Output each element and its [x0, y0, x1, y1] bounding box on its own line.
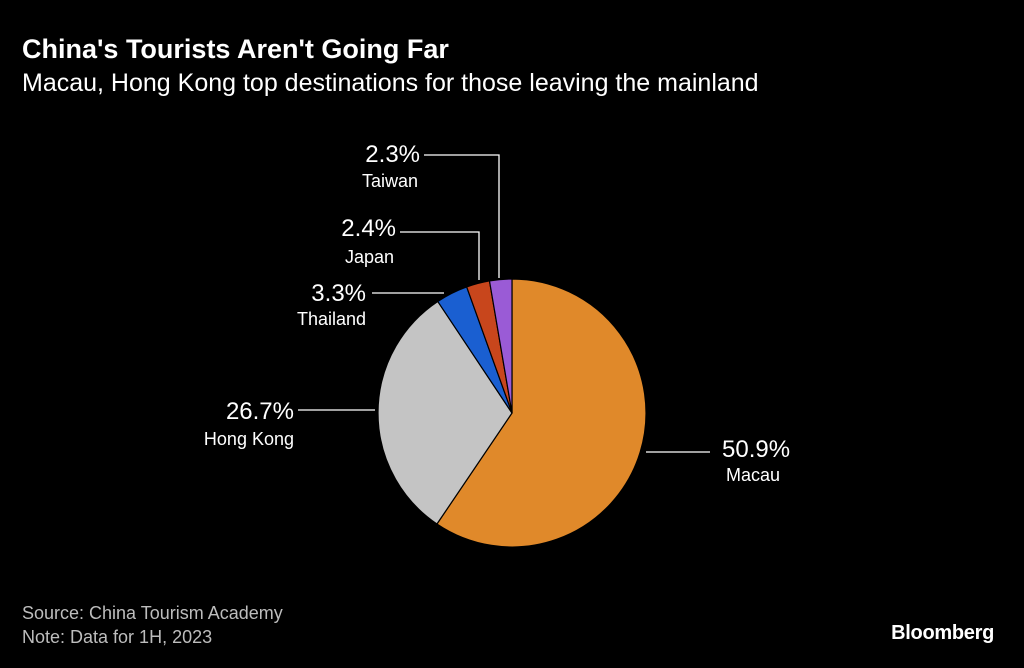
pie-callouts: 50.9%Macau 26.7% Hong Kong 3.3%Thailand 2.4%…	[204, 141, 790, 485]
category-label-hong-kong: Hong Kong	[204, 429, 294, 449]
value-label-thailand: 3.3%	[311, 280, 366, 307]
data-note: Note: Data for 1H, 2023	[22, 627, 213, 647]
category-label-thailand: Thailand	[297, 309, 366, 329]
bloomberg-logo: Bloomberg	[891, 622, 994, 644]
value-label-japan: 2.4%	[341, 215, 396, 242]
chart-title: China's Tourists Aren't Going Far	[22, 34, 449, 64]
category-label-japan: Japan	[345, 247, 394, 267]
value-label-macau: 50.9%	[722, 436, 790, 463]
pie-slice-taiwan	[488, 278, 513, 414]
pie-slice-hong-kong	[377, 300, 513, 525]
pie-slices	[377, 278, 647, 548]
source-note: Source: China Tourism Academy	[22, 603, 283, 623]
category-label-macau: Macau	[726, 465, 780, 485]
chart-subtitle: Macau, Hong Kong top destinations for th…	[22, 69, 759, 97]
value-label-hong-kong: 26.7%	[226, 398, 294, 425]
value-label-taiwan: 2.3%	[365, 141, 420, 168]
callout-line-japan	[400, 231, 480, 280]
category-label-taiwan: Taiwan	[362, 171, 418, 191]
callout-line-taiwan	[424, 154, 500, 278]
pie-slice-macau	[436, 278, 647, 548]
